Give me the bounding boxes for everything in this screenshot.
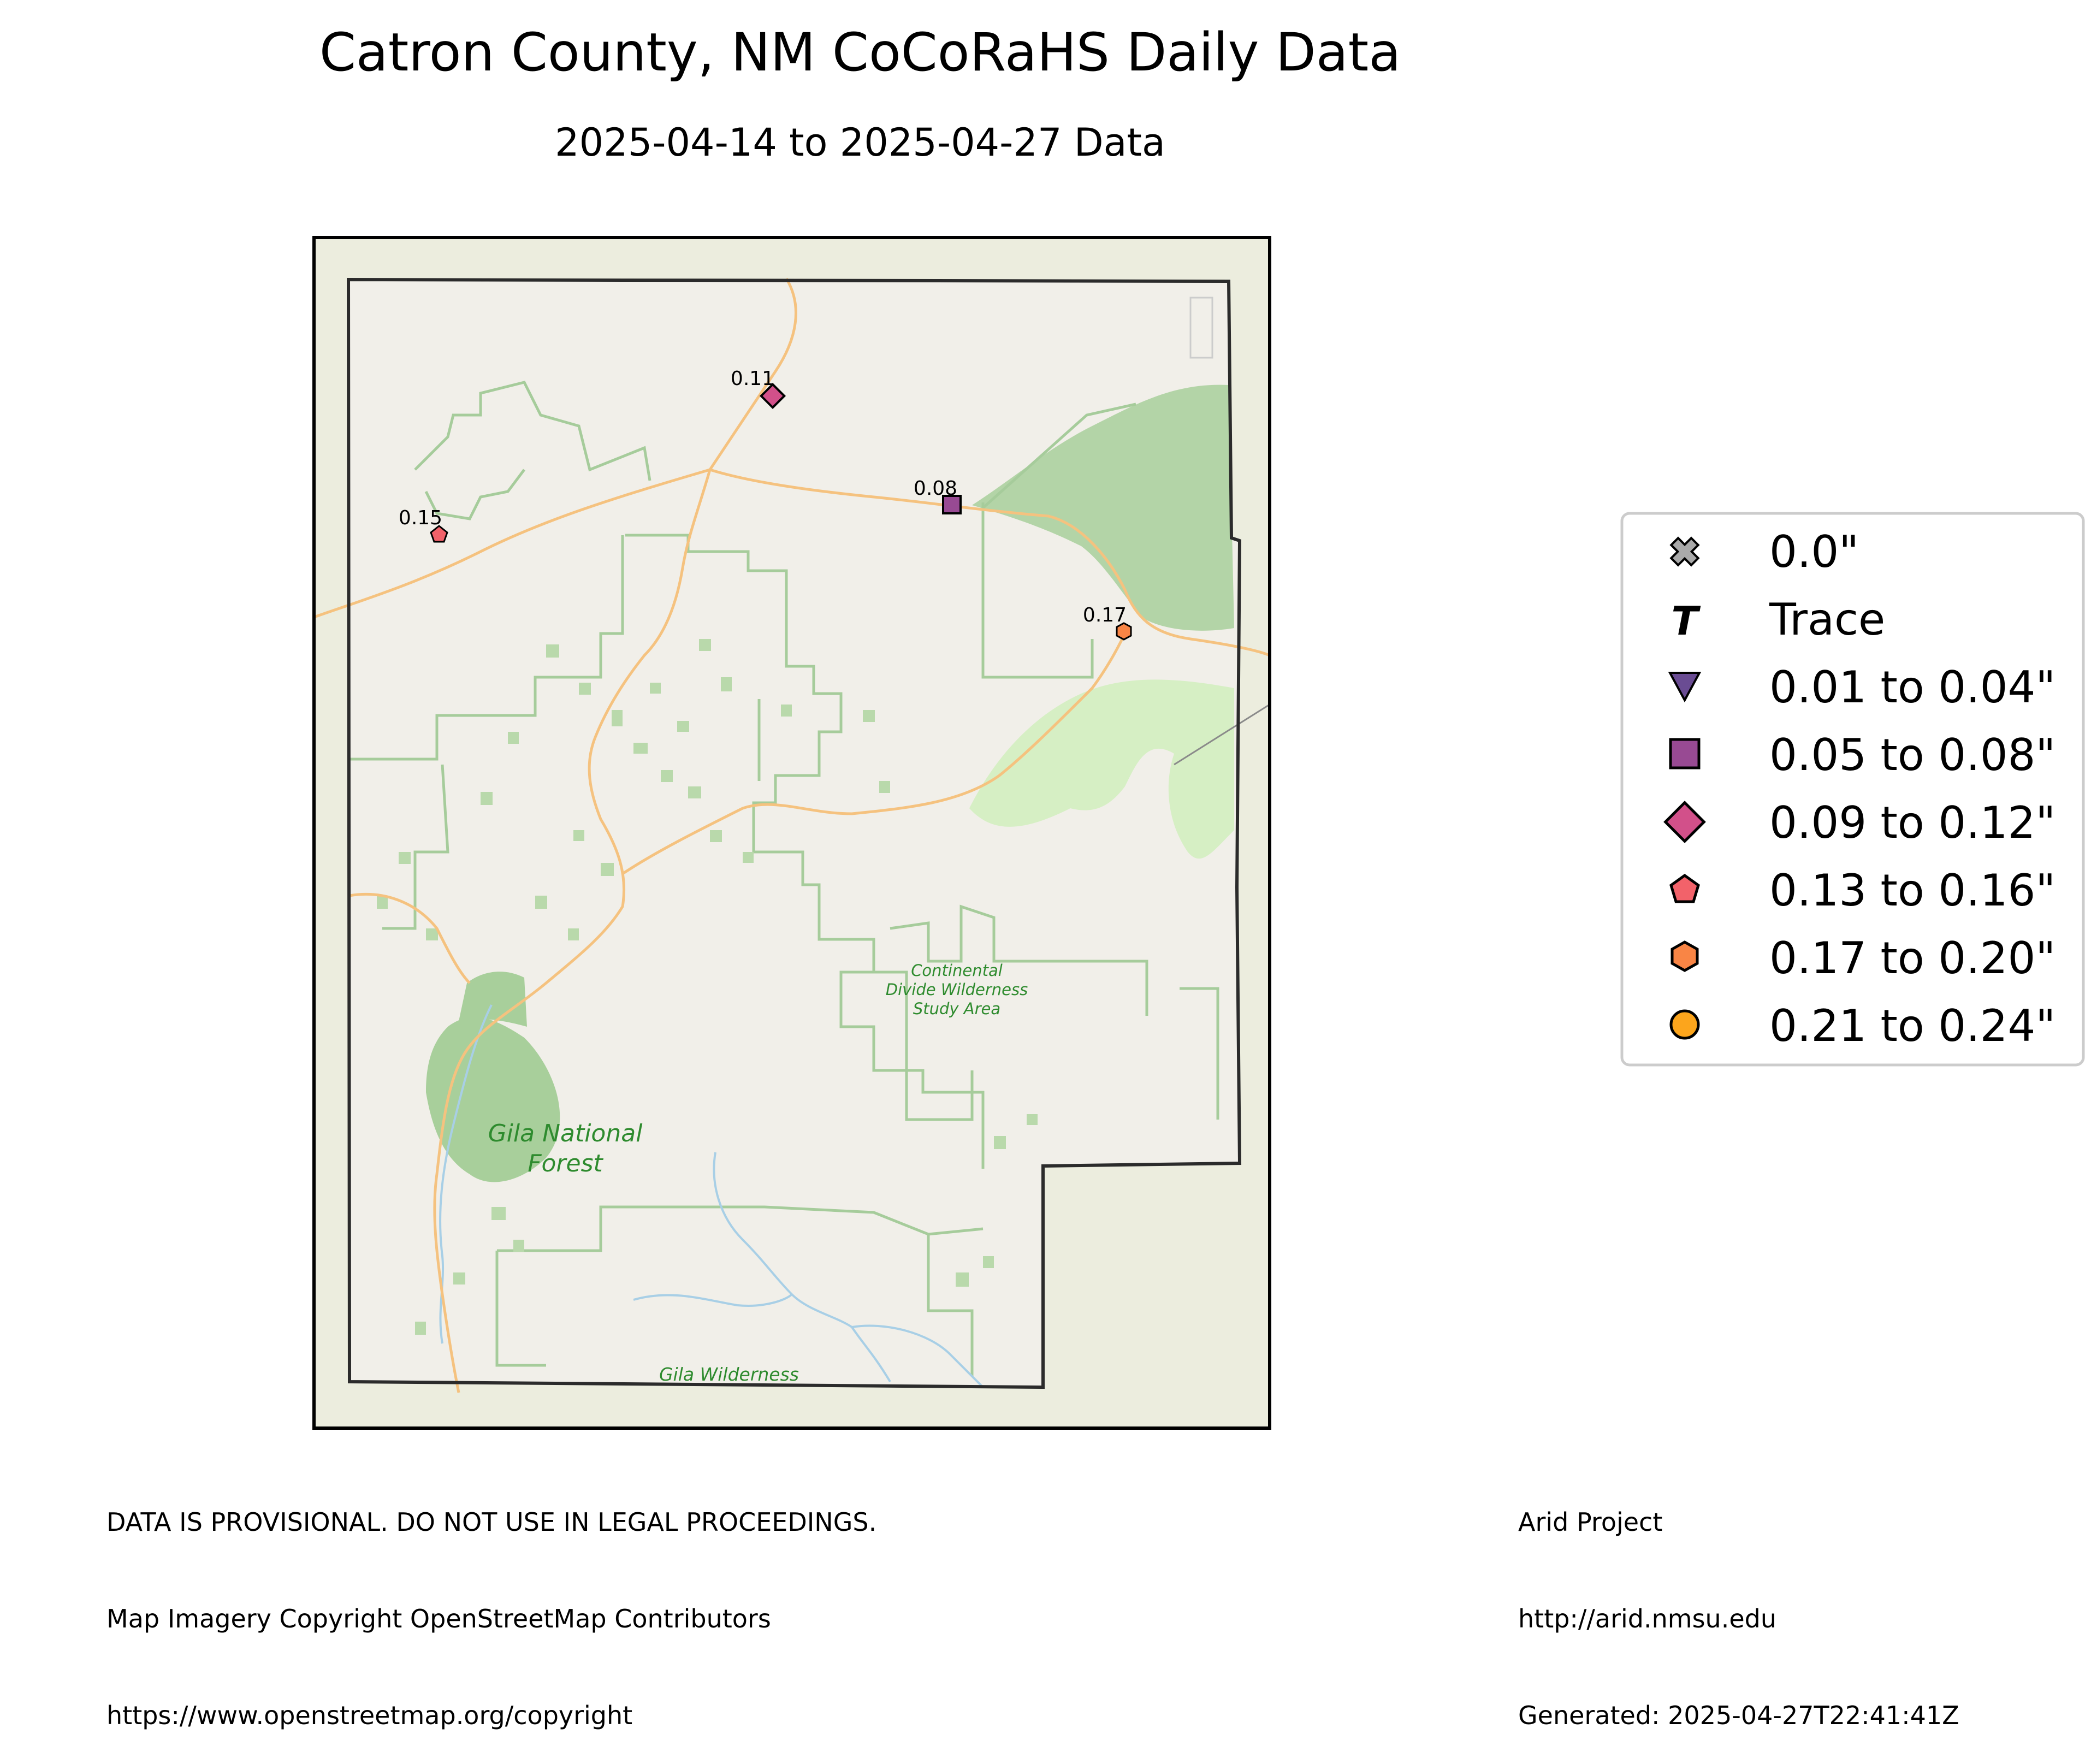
forest-parcels bbox=[377, 639, 1038, 1335]
legend-label: 0.0" bbox=[1769, 526, 1859, 577]
hexagon-marker-icon bbox=[1116, 622, 1132, 641]
map-frame bbox=[312, 236, 1271, 1430]
footer-left-line-2: Map Imagery Copyright OpenStreetMap Cont… bbox=[106, 1604, 771, 1633]
legend-item-0-17-0-20: 0.17 to 0.20" bbox=[1671, 933, 2055, 984]
legend-label: 0.05 to 0.08" bbox=[1769, 730, 2055, 780]
hexagon-marker-icon bbox=[1671, 940, 1699, 972]
forest-gila bbox=[426, 1017, 560, 1182]
grassland-east bbox=[969, 679, 1234, 859]
legend-label: 0.09 to 0.12" bbox=[1769, 797, 2055, 848]
map-panel[interactable]: Gila National Forest Continental Divide … bbox=[312, 236, 1271, 1430]
pentagon-marker-icon bbox=[430, 525, 448, 543]
station-value-label: 0.11 bbox=[731, 368, 774, 390]
legend-item-trace: T Trace bbox=[1671, 594, 1885, 645]
legend-item-0-13-0-16: 0.13 to 0.16" bbox=[1669, 865, 2055, 916]
square-marker-icon bbox=[942, 495, 962, 514]
label-gila-wilderness: Gila Wilderness bbox=[659, 1364, 799, 1385]
forest-ne bbox=[972, 384, 1234, 631]
label-cdwsa-1: Continental bbox=[911, 961, 1003, 980]
station-0-15[interactable]: 0.15 bbox=[399, 507, 448, 543]
legend-label: 0.01 to 0.04" bbox=[1769, 662, 2055, 713]
map-parcel-ne bbox=[1189, 297, 1213, 359]
county-border bbox=[346, 277, 1242, 1389]
station-value-label: 0.17 bbox=[1083, 604, 1127, 626]
label-cdwsa-2: Divide Wilderness bbox=[886, 980, 1028, 999]
trace-marker-icon: T bbox=[1671, 598, 1701, 644]
legend-box bbox=[1620, 512, 2085, 1067]
state-line-road bbox=[1174, 703, 1270, 766]
label-cdwsa-3: Study Area bbox=[913, 999, 1000, 1018]
legend-item-0-05-0-08: 0.05 to 0.08" bbox=[1669, 730, 2055, 780]
forest-gila-strip bbox=[459, 972, 527, 1027]
footer-credits: Arid Project http://arid.nmsu.edu Genera… bbox=[1518, 1442, 1959, 1764]
station-value-label: 0.15 bbox=[399, 507, 442, 529]
legend-item-zero: 0.0" bbox=[1669, 526, 1859, 577]
legend-label: 0.13 to 0.16" bbox=[1769, 865, 2055, 916]
legend-item-0-21-0-24: 0.21 to 0.24" bbox=[1669, 1001, 2055, 1051]
legend-item-0-01-0-04: 0.01 to 0.04" bbox=[1668, 662, 2055, 713]
pentagon-marker-icon bbox=[1669, 873, 1700, 903]
station-0-08[interactable]: 0.08 bbox=[914, 477, 962, 514]
legend-label: 0.17 to 0.20" bbox=[1769, 933, 2055, 984]
station-value-label: 0.08 bbox=[914, 477, 957, 500]
diamond-marker-icon bbox=[1663, 801, 1706, 843]
diamond-marker-icon bbox=[759, 382, 786, 410]
footer-right-line-1: Arid Project bbox=[1518, 1507, 1663, 1537]
legend-item-0-09-0-12: 0.09 to 0.12" bbox=[1663, 797, 2055, 848]
square-marker-icon bbox=[1669, 738, 1701, 769]
page-title: Catron County, NM CoCoRaHS Daily Data bbox=[319, 22, 1401, 83]
x-marker-icon bbox=[1669, 536, 1700, 567]
footer-left-line-1: DATA IS PROVISIONAL. DO NOT USE IN LEGAL… bbox=[106, 1507, 877, 1537]
legend-label: Trace bbox=[1769, 594, 1885, 645]
page-subtitle: 2025-04-14 to 2025-04-27 Data bbox=[555, 120, 1165, 165]
legend: 0.0" T Trace 0.01 to 0.04" 0.05 to 0.08"… bbox=[1620, 512, 2085, 1067]
legend-label: 0.21 to 0.24" bbox=[1769, 1001, 2055, 1051]
station-0-11[interactable]: 0.11 bbox=[731, 368, 786, 410]
label-gila-nf-2: Forest bbox=[528, 1150, 603, 1177]
map-figure: Gila National Forest Continental Divide … bbox=[312, 236, 2085, 1430]
circle-marker-icon bbox=[1669, 1009, 1700, 1040]
footer-disclaimer: DATA IS PROVISIONAL. DO NOT USE IN LEGAL… bbox=[106, 1442, 876, 1764]
footer-right-line-2[interactable]: http://arid.nmsu.edu bbox=[1518, 1604, 1776, 1633]
station-0-17[interactable]: 0.17 bbox=[1083, 604, 1132, 641]
label-gila-nf-1: Gila National bbox=[488, 1120, 643, 1147]
footer-right-line-3: Generated: 2025-04-27T22:41:41Z bbox=[1518, 1701, 1959, 1730]
footer-left-line-3[interactable]: https://www.openstreetmap.org/copyright bbox=[106, 1701, 633, 1730]
county-area bbox=[348, 280, 1240, 1387]
triangle-down-marker-icon bbox=[1668, 672, 1702, 703]
roads[interactable] bbox=[314, 277, 1270, 1393]
